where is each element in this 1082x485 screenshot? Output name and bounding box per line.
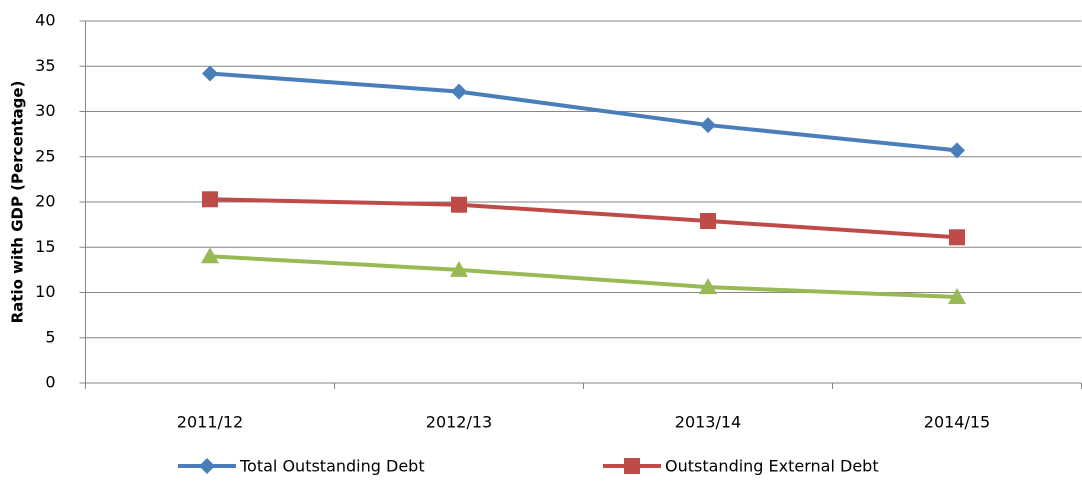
y-tick-label: 30 <box>35 101 55 120</box>
data-point <box>451 196 467 213</box>
x-tick-label: 2014/15 <box>924 413 990 432</box>
y-tick-label: 15 <box>35 237 55 256</box>
data-point <box>202 191 218 208</box>
y-tick-label: 35 <box>35 56 55 75</box>
data-point <box>949 142 965 159</box>
x-tick-label: 2012/13 <box>426 413 492 432</box>
x-tick-label: 2011/12 <box>177 413 243 432</box>
legend-marker <box>624 458 640 474</box>
y-tick-label: 10 <box>35 282 55 301</box>
series-line <box>209 71 958 153</box>
data-point <box>201 247 219 264</box>
y-tick-label: 20 <box>35 192 55 211</box>
data-point <box>700 117 716 134</box>
series-line <box>209 254 958 300</box>
data-point <box>451 83 467 100</box>
y-tick-label: 40 <box>35 11 55 30</box>
legend-marker <box>199 458 215 474</box>
data-point <box>700 213 716 230</box>
data-point <box>202 65 218 82</box>
data-point <box>948 288 966 305</box>
y-tick-label: 0 <box>45 373 55 392</box>
y-tick-label: 25 <box>35 146 55 165</box>
y-tick-label: 5 <box>45 327 55 346</box>
legend-label: Outstanding External Debt <box>665 457 879 476</box>
y-axis-title: Ratio with GDP (Percentage) <box>9 81 27 324</box>
legend-label: Total Outstanding Debt <box>239 457 425 476</box>
data-point <box>450 260 468 277</box>
series-line <box>209 197 958 240</box>
data-point <box>949 229 965 246</box>
data-point <box>699 278 717 295</box>
x-tick-label: 2013/14 <box>675 413 741 432</box>
